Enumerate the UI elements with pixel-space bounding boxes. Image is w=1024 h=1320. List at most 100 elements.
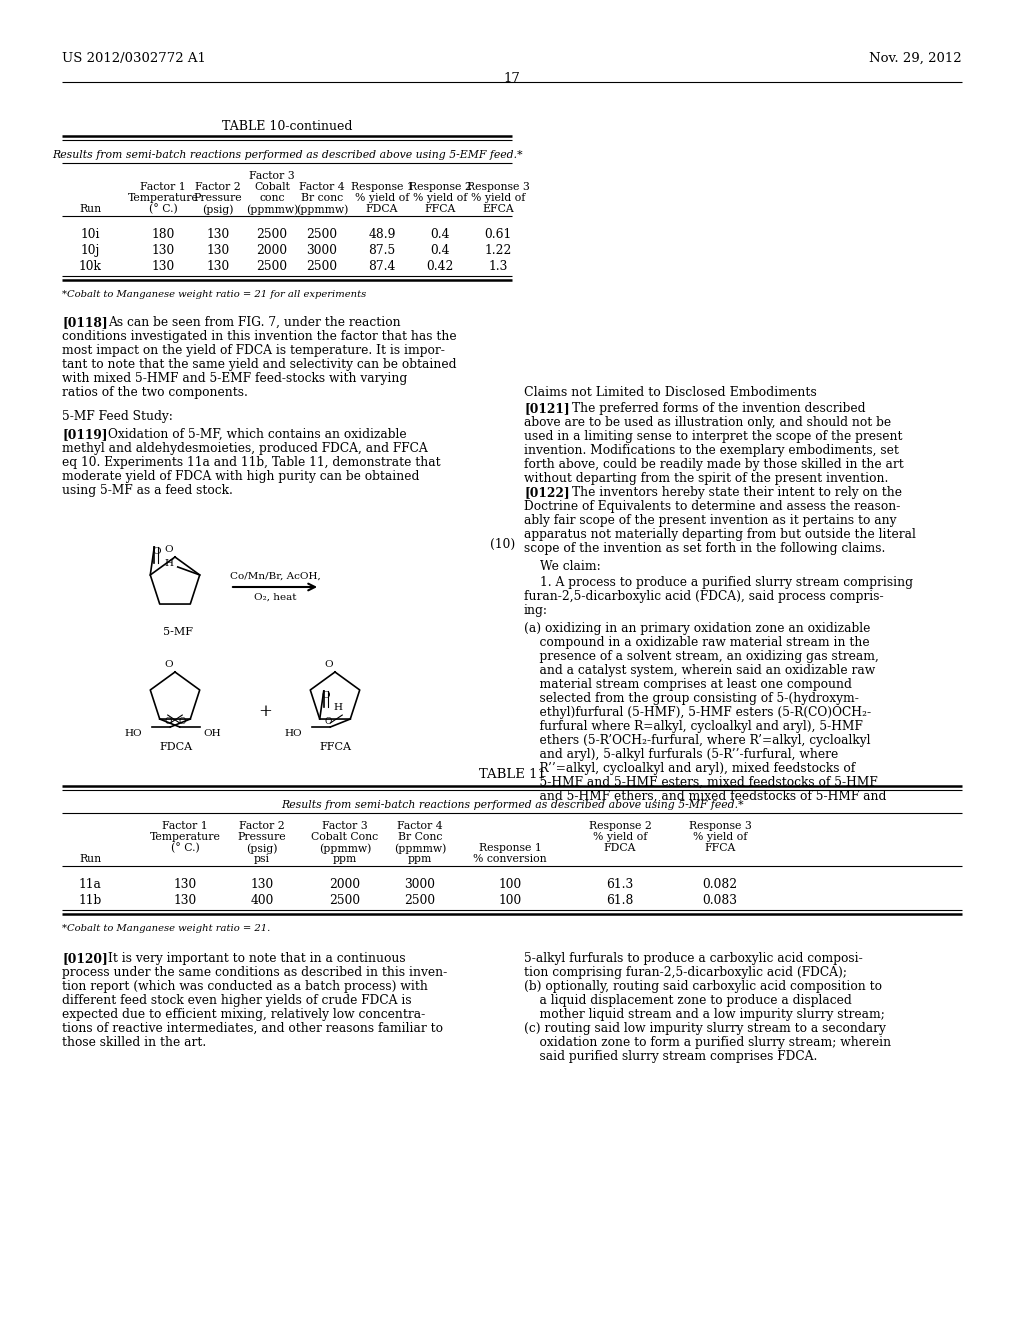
Text: 5-MF: 5-MF bbox=[163, 627, 193, 638]
Text: 61.3: 61.3 bbox=[606, 878, 634, 891]
Text: 400: 400 bbox=[250, 894, 273, 907]
Text: *Cobalt to Manganese weight ratio = 21.: *Cobalt to Manganese weight ratio = 21. bbox=[62, 924, 270, 933]
Text: 100: 100 bbox=[499, 894, 521, 907]
Text: using 5-MF as a feed stock.: using 5-MF as a feed stock. bbox=[62, 484, 232, 498]
Text: 0.4: 0.4 bbox=[430, 228, 450, 242]
Text: compound in a oxidizable raw material stream in the: compound in a oxidizable raw material st… bbox=[524, 636, 869, 649]
Text: The inventors hereby state their intent to rely on the: The inventors hereby state their intent … bbox=[572, 486, 902, 499]
Text: 2500: 2500 bbox=[404, 894, 435, 907]
Text: Factor 2: Factor 2 bbox=[240, 821, 285, 832]
Text: tion report (which was conducted as a batch process) with: tion report (which was conducted as a ba… bbox=[62, 979, 428, 993]
Text: FFCA: FFCA bbox=[424, 205, 456, 214]
Text: % yield of: % yield of bbox=[471, 193, 525, 203]
Text: [0120]: [0120] bbox=[62, 952, 108, 965]
Text: apparatus not materially departing from but outside the literal: apparatus not materially departing from … bbox=[524, 528, 915, 541]
Text: Response 2: Response 2 bbox=[409, 182, 471, 191]
Text: ppm: ppm bbox=[408, 854, 432, 865]
Text: O: O bbox=[178, 717, 185, 726]
Text: Cobalt: Cobalt bbox=[254, 182, 290, 191]
Text: Response 3: Response 3 bbox=[467, 182, 529, 191]
Text: selected from the group consisting of 5-(hydroxym-: selected from the group consisting of 5-… bbox=[524, 692, 859, 705]
Text: (10): (10) bbox=[490, 539, 515, 550]
Text: As can be seen from FIG. 7, under the reaction: As can be seen from FIG. 7, under the re… bbox=[108, 315, 400, 329]
Text: 5-HMF and 5-HMF esters, mixed feedstocks of 5-HMF: 5-HMF and 5-HMF esters, mixed feedstocks… bbox=[524, 776, 878, 789]
Text: Results from semi-batch reactions performed as described above using 5-EMF feed.: Results from semi-batch reactions perfor… bbox=[51, 150, 522, 160]
Text: above are to be used as illustration only, and should not be: above are to be used as illustration onl… bbox=[524, 416, 891, 429]
Text: [0122]: [0122] bbox=[524, 486, 569, 499]
Text: It is very important to note that in a continuous: It is very important to note that in a c… bbox=[108, 952, 406, 965]
Text: O: O bbox=[325, 660, 334, 669]
Text: 130: 130 bbox=[251, 878, 273, 891]
Text: FFCA: FFCA bbox=[319, 742, 351, 752]
Text: 2500: 2500 bbox=[306, 260, 338, 273]
Text: Oxidation of 5-MF, which contains an oxidizable: Oxidation of 5-MF, which contains an oxi… bbox=[108, 428, 407, 441]
Text: ppm: ppm bbox=[333, 854, 357, 865]
Text: O: O bbox=[165, 660, 173, 669]
Text: Doctrine of Equivalents to determine and assess the reason-: Doctrine of Equivalents to determine and… bbox=[524, 500, 900, 513]
Text: eq 10. Experiments 11a and 11b, Table 11, demonstrate that: eq 10. Experiments 11a and 11b, Table 11… bbox=[62, 455, 440, 469]
Text: TABLE 10-continued: TABLE 10-continued bbox=[222, 120, 352, 133]
Text: (ppmmw): (ppmmw) bbox=[318, 843, 371, 854]
Text: H: H bbox=[164, 558, 173, 568]
Text: scope of the invention as set forth in the following claims.: scope of the invention as set forth in t… bbox=[524, 543, 886, 554]
Text: 1.3: 1.3 bbox=[488, 260, 508, 273]
Text: TABLE 11: TABLE 11 bbox=[478, 768, 546, 781]
Text: used in a limiting sense to interpret the scope of the present: used in a limiting sense to interpret th… bbox=[524, 430, 902, 444]
Text: 3000: 3000 bbox=[404, 878, 435, 891]
Text: tions of reactive intermediates, and other reasons familiar to: tions of reactive intermediates, and oth… bbox=[62, 1022, 443, 1035]
Text: process under the same conditions as described in this inven-: process under the same conditions as des… bbox=[62, 966, 447, 979]
Text: 130: 130 bbox=[152, 244, 175, 257]
Text: R’’=alkyl, cycloalkyl and aryl), mixed feedstocks of: R’’=alkyl, cycloalkyl and aryl), mixed f… bbox=[524, 762, 855, 775]
Text: OH: OH bbox=[204, 729, 221, 738]
Text: conc: conc bbox=[259, 193, 285, 203]
Text: Factor 1: Factor 1 bbox=[162, 821, 208, 832]
Text: 2500: 2500 bbox=[256, 260, 288, 273]
Text: ratios of the two components.: ratios of the two components. bbox=[62, 385, 248, 399]
Text: invention. Modifications to the exemplary embodiments, set: invention. Modifications to the exemplar… bbox=[524, 444, 899, 457]
Text: [0118]: [0118] bbox=[62, 315, 108, 329]
Text: 1. A process to produce a purified slurry stream comprising: 1. A process to produce a purified slurr… bbox=[540, 576, 913, 589]
Text: Pressure: Pressure bbox=[238, 832, 287, 842]
Text: (psig): (psig) bbox=[203, 205, 233, 215]
Text: Br Conc: Br Conc bbox=[397, 832, 442, 842]
Text: Br conc: Br conc bbox=[301, 193, 343, 203]
Text: H: H bbox=[334, 704, 343, 711]
Text: material stream comprises at least one compound: material stream comprises at least one c… bbox=[524, 678, 852, 690]
Text: We claim:: We claim: bbox=[540, 560, 601, 573]
Text: and aryl), 5-alkyl furfurals (5-R’’-furfural, where: and aryl), 5-alkyl furfurals (5-R’’-furf… bbox=[524, 748, 839, 762]
Text: Temperature: Temperature bbox=[150, 832, 220, 842]
Text: those skilled in the art.: those skilled in the art. bbox=[62, 1036, 206, 1049]
Text: +: + bbox=[258, 704, 272, 719]
Text: O: O bbox=[325, 717, 332, 726]
Text: 2000: 2000 bbox=[256, 244, 288, 257]
Text: mother liquid stream and a low impurity slurry stream;: mother liquid stream and a low impurity … bbox=[524, 1008, 885, 1020]
Text: 0.42: 0.42 bbox=[426, 260, 454, 273]
Text: O: O bbox=[322, 692, 331, 700]
Text: O: O bbox=[165, 717, 172, 726]
Text: 180: 180 bbox=[152, 228, 175, 242]
Text: most impact on the yield of FDCA is temperature. It is impor-: most impact on the yield of FDCA is temp… bbox=[62, 345, 444, 356]
Text: Factor 3: Factor 3 bbox=[249, 172, 295, 181]
Text: % conversion: % conversion bbox=[473, 854, 547, 865]
Text: (° C.): (° C.) bbox=[171, 843, 200, 854]
Text: [0119]: [0119] bbox=[62, 428, 108, 441]
Text: (psig): (psig) bbox=[246, 843, 278, 854]
Text: The preferred forms of the invention described: The preferred forms of the invention des… bbox=[572, 403, 865, 414]
Text: (a) oxidizing in an primary oxidation zone an oxidizable: (a) oxidizing in an primary oxidation zo… bbox=[524, 622, 870, 635]
Text: and 5-HMF ethers, and mixed feedstocks of 5-HMF and: and 5-HMF ethers, and mixed feedstocks o… bbox=[524, 789, 887, 803]
Text: 0.082: 0.082 bbox=[702, 878, 737, 891]
Text: different feed stock even higher yields of crude FDCA is: different feed stock even higher yields … bbox=[62, 994, 412, 1007]
Text: with mixed 5-HMF and 5-EMF feed-stocks with varying: with mixed 5-HMF and 5-EMF feed-stocks w… bbox=[62, 372, 408, 385]
Text: % yield of: % yield of bbox=[593, 832, 647, 842]
Text: Factor 1: Factor 1 bbox=[140, 182, 186, 191]
Text: furan-2,5-dicarboxylic acid (FDCA), said process compris-: furan-2,5-dicarboxylic acid (FDCA), said… bbox=[524, 590, 884, 603]
Text: 130: 130 bbox=[207, 228, 229, 242]
Text: US 2012/0302772 A1: US 2012/0302772 A1 bbox=[62, 51, 206, 65]
Text: 0.4: 0.4 bbox=[430, 244, 450, 257]
Text: 11a: 11a bbox=[79, 878, 101, 891]
Text: 0.083: 0.083 bbox=[702, 894, 737, 907]
Text: ethyl)furfural (5-HMF), 5-HMF esters (5-R(CO)OCH₂-: ethyl)furfural (5-HMF), 5-HMF esters (5-… bbox=[524, 706, 871, 719]
Text: presence of a solvent stream, an oxidizing gas stream,: presence of a solvent stream, an oxidizi… bbox=[524, 649, 879, 663]
Text: (ppmmw): (ppmmw) bbox=[246, 205, 298, 215]
Text: 87.5: 87.5 bbox=[369, 244, 395, 257]
